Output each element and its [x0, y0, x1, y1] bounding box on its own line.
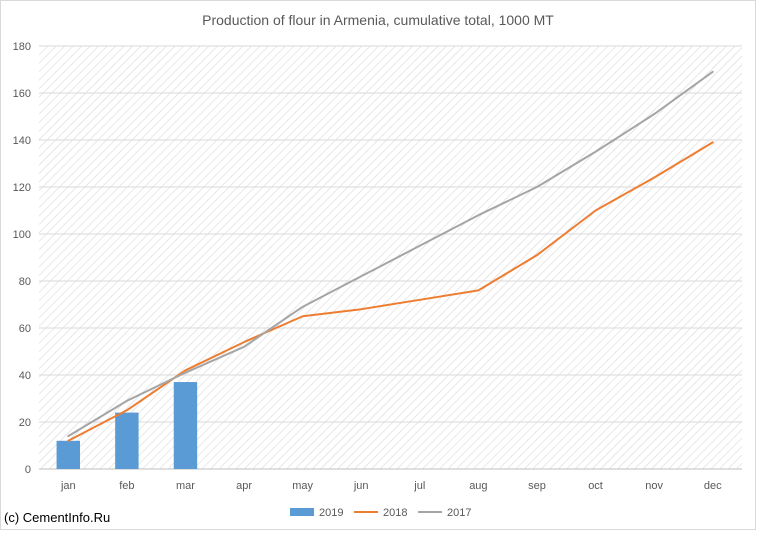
line-2017 — [67, 70, 714, 438]
x-tick-label: oct — [588, 480, 603, 492]
legend-label-2019: 2019 — [319, 507, 343, 519]
x-axis: jan feb mar apr may jun jul aug sep oct nov dec — [60, 480, 722, 492]
y-tick-label: 60 — [19, 323, 31, 335]
y-tick-label: 0 — [25, 464, 31, 476]
y-tick-label: 40 — [19, 370, 31, 382]
x-tick-label: nov — [645, 480, 663, 492]
legend-label-2017: 2017 — [447, 507, 471, 519]
bar-2019 — [173, 382, 198, 469]
copyright-text: (c) CementInfo.Ru — [4, 510, 111, 525]
bar-series — [56, 382, 198, 469]
x-tick-label: mar — [176, 480, 195, 492]
y-tick-label: 160 — [13, 88, 31, 100]
gridlines — [39, 45, 742, 470]
bar-2019 — [56, 440, 81, 469]
x-tick-label: aug — [469, 480, 487, 492]
legend-label-2018: 2018 — [383, 507, 407, 519]
y-tick-label: 100 — [13, 229, 31, 241]
x-tick-label: may — [292, 480, 313, 492]
plot-area — [39, 46, 742, 469]
y-tick-label: 180 — [13, 41, 31, 53]
x-tick-label: jun — [353, 480, 369, 492]
x-tick-label: apr — [236, 480, 252, 492]
x-tick-label: jul — [413, 480, 425, 492]
x-tick-label: feb — [119, 480, 134, 492]
y-tick-label: 80 — [19, 276, 31, 288]
bar-2019 — [115, 412, 139, 469]
legend: 2019 2018 2017 — [290, 507, 471, 519]
y-tick-label: 120 — [13, 182, 31, 194]
y-tick-label: 20 — [19, 417, 31, 429]
x-tick-label: dec — [704, 480, 722, 492]
y-tick-label: 140 — [13, 135, 31, 147]
x-tick-label: sep — [528, 480, 546, 492]
x-tick-label: jan — [60, 480, 76, 492]
legend-swatch-2019 — [290, 508, 314, 516]
line-series — [67, 70, 714, 442]
chart-title: Production of flour in Armenia, cumulati… — [202, 12, 554, 28]
y-axis: 0 20 40 60 80 100 120 140 160 180 — [13, 41, 31, 476]
